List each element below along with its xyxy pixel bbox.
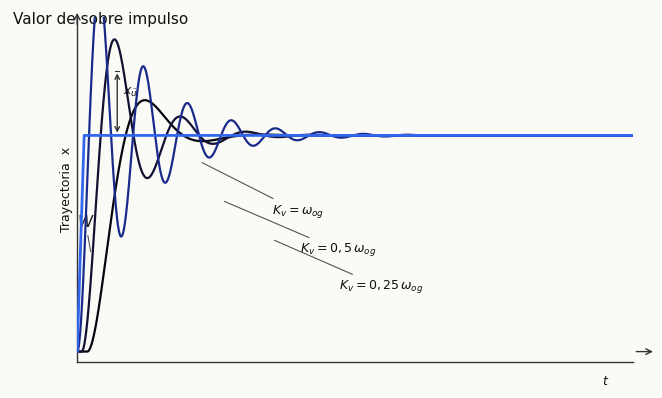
Text: $x_\ddot{u}$: $x_\ddot{u}$	[123, 86, 138, 99]
Y-axis label: Trayectoria  x: Trayectoria x	[60, 147, 73, 232]
Text: $K_v = 0,5\,\omega_{og}$: $K_v = 0,5\,\omega_{og}$	[224, 201, 376, 258]
Text: Valor de sobre impulso: Valor de sobre impulso	[13, 12, 188, 27]
Text: $K_v = 0,25\,\omega_{og}$: $K_v = 0,25\,\omega_{og}$	[275, 240, 423, 295]
Text: $K_v = \omega_{og}$: $K_v = \omega_{og}$	[202, 163, 324, 220]
Text: $t$: $t$	[602, 375, 609, 388]
Text: $W$: $W$	[77, 214, 94, 252]
